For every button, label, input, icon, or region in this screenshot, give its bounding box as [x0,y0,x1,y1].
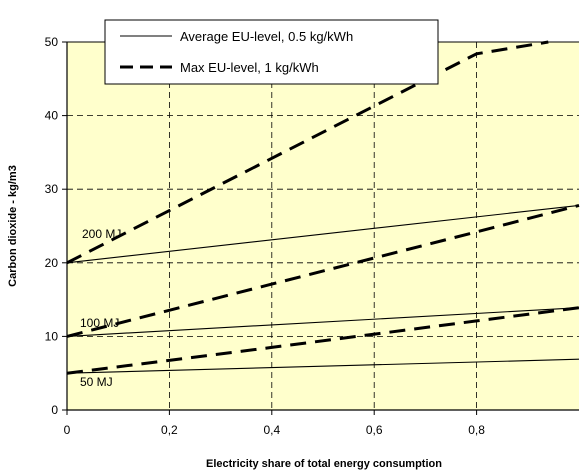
legend-label-max: Max EU-level, 1 kg/kWh [180,60,319,75]
legend-label-average: Average EU-level, 0.5 kg/kWh [180,29,353,44]
series-lines [66,40,580,375]
series-line-50mj-dashed [66,306,580,375]
y-tick-label: 0 [51,403,58,417]
y-tick-label: 10 [45,329,59,343]
series-line-100mj-solid [66,307,580,337]
x-tick-label: 0 [64,423,71,437]
y-tick-label: 40 [45,109,59,123]
line-label-100mj: 100 MJ [80,316,119,330]
x-tick-label: 0,8 [468,423,485,437]
x-tick-label: 0,2 [161,423,178,437]
series-line-50mj-solid [66,358,580,374]
plot-area [67,42,579,410]
x-tick-labels: 0 0,2 0,4 0,6 0,8 [64,423,486,437]
line-label-50mj: 50 MJ [80,375,113,389]
y-tick-label: 30 [45,182,59,196]
x-axis-title: Electricity share of total energy consum… [206,458,442,470]
legend-box [104,19,439,85]
series-line-200mj-solid [66,204,580,264]
x-tick-label: 0,4 [263,423,280,437]
y-tick-label: 50 [45,35,59,49]
y-axis-title: Carbon dioxide - kg/m3 [7,165,19,287]
legend: Average EU-level, 0.5 kg/kWh Max EU-leve… [104,19,439,85]
y-tick-labels: 0 10 20 30 40 50 [45,35,59,417]
line-label-200mj: 200 MJ [82,227,121,241]
series-line-200mj-dashed [66,40,549,265]
y-tick-label: 20 [45,256,59,270]
x-tick-label: 0,6 [366,423,383,437]
series-line-100mj-dashed [66,203,580,338]
